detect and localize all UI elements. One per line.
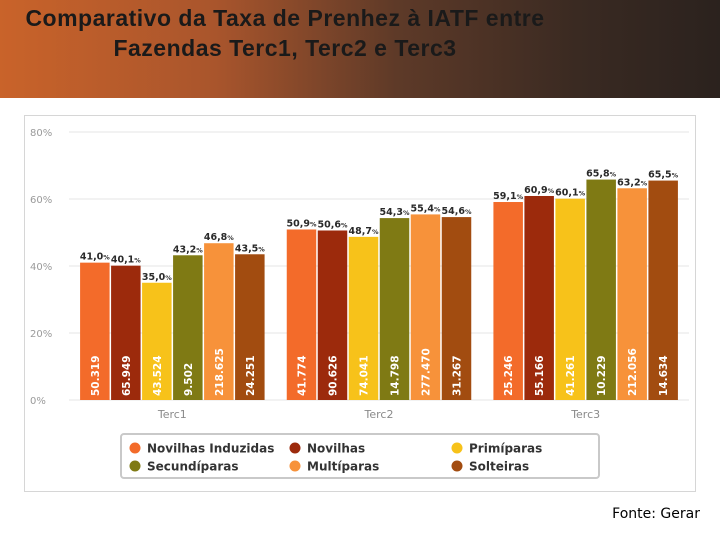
bar-count-label: 55.166 [534,355,546,396]
page-title: Comparativo da Taxa de Prenhez à IATF en… [25,5,545,61]
bar-value-label: 59,1% [493,191,523,202]
bar-value-label: 50,9% [287,218,317,229]
bar-value-label: 54,3% [380,207,410,218]
bar-value-label: 48,7% [349,226,379,237]
bar-count-label: 31.267 [452,355,464,396]
bar [235,254,265,400]
bar [648,180,678,400]
bar [317,230,348,400]
bar-count-label: 43.524 [152,355,164,396]
bar [441,217,472,400]
bar [80,262,110,400]
bar-count-label: 41.261 [565,355,577,396]
bar-value-label: 63,2% [617,177,647,188]
bar-value-label: 65,5% [648,170,678,181]
bar-count-label: 14.634 [658,355,670,396]
bar [348,236,379,400]
legend-label: Novilhas Induzidas [147,442,274,456]
source-note: Fonte: Gerar [612,506,700,522]
bar-value-label: 43,5% [235,243,265,254]
chart-frame: 0% 20% 40% 60% 80% 41,0% 50.319 40,1% 65.949 35,0… [24,115,696,492]
bar-value-label: 35,0% [142,272,172,283]
bar-count-label: 277.470 [421,348,433,396]
bar [410,214,441,400]
bar [286,229,317,400]
legend-marker [451,442,463,454]
bar [204,243,234,400]
bar [111,265,141,400]
bar-value-label: 54,6% [442,206,472,217]
legend-label: Secundíparas [147,460,239,474]
x-tick-label: Terc3 [570,408,600,421]
bar-count-label: 50.319 [90,355,102,396]
bar-count-label: 90.626 [328,355,340,396]
bar-count-label: 24.251 [245,355,257,396]
legend-marker [451,460,463,472]
bar-value-label: 55,4% [411,203,441,214]
y-tick-label: 0% [30,396,46,407]
legend-label: Solteiras [469,460,529,474]
bar [493,202,523,400]
bar-count-label: 65.949 [121,355,133,396]
bar-value-label: 43,2% [173,244,203,255]
legend-marker [289,460,301,472]
bar [142,282,172,400]
bar-value-label: 60,9% [524,185,554,196]
bar [173,255,203,400]
bar-count-label: 14.798 [390,355,402,396]
bar-count-label: 25.246 [503,355,515,396]
y-tick-label: 20% [30,329,52,340]
title-box: Comparativo da Taxa de Prenhez à IATF en… [0,0,575,98]
legend-box [120,433,600,479]
bar-value-label: 50,6% [318,219,348,230]
title-banner [0,0,720,98]
bar-value-label: 60,1% [555,188,585,199]
bar-count-label: 212.056 [627,348,639,396]
y-tick-label: 80% [30,128,52,139]
bar [617,188,647,400]
bar-chart: 0% 20% 40% 60% 80% 41,0% 50.319 40,1% 65.949 35,0… [30,128,689,479]
y-tick-label: 40% [30,262,52,273]
y-tick-label: 60% [30,195,52,206]
bar-count-label: 218.625 [214,348,226,396]
bar [524,195,554,400]
x-tick-label: Terc2 [364,408,394,421]
bar [586,179,616,400]
bar-value-label: 40,1% [111,255,141,266]
legend-marker [129,460,141,472]
bar-count-label: 41.774 [297,355,309,396]
legend-label: Multíparas [307,460,379,474]
bar-value-label: 46,8% [204,232,234,243]
bar [379,218,410,400]
legend-marker [289,442,301,454]
bar-count-label: 9.502 [183,363,195,396]
bar-count-label: 10.229 [596,355,608,396]
bar-value-label: 65,8% [586,169,616,180]
bar-value-label: 41,0% [80,252,110,263]
legend-label: Novilhas [307,442,365,456]
bar-count-label: 74.041 [359,355,371,396]
bar [555,198,585,400]
legend-marker [129,442,141,454]
x-tick-label: Terc1 [157,408,187,421]
legend-label: Primíparas [469,442,542,456]
